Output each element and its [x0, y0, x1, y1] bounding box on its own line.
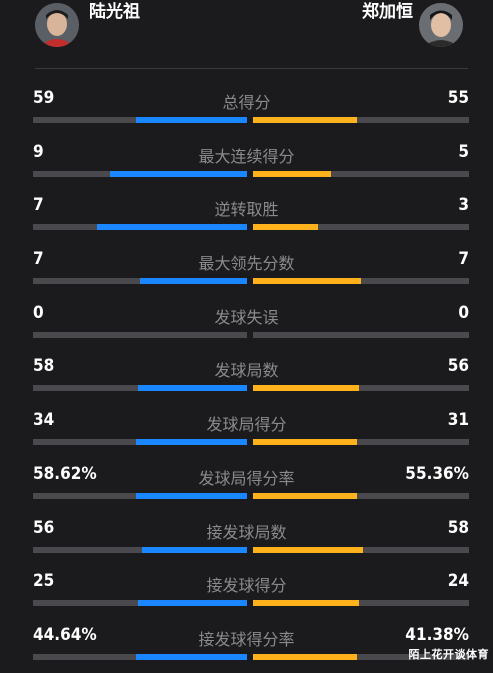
- stat-left-bar: [33, 117, 247, 123]
- stat-label: 接发球局数: [206, 522, 287, 542]
- stat-left-bar-fill: [140, 278, 247, 285]
- stat-right-value: 55: [447, 88, 469, 108]
- stat-left-bar: [33, 170, 247, 177]
- stat-left-bar-fill: [137, 385, 247, 392]
- stat-right-value: 24: [447, 571, 469, 592]
- stat-left-bar: [33, 385, 247, 392]
- stat-right-value: 41.38%: [405, 624, 469, 645]
- header-divider: [35, 68, 468, 69]
- stat-left-value: 59: [33, 88, 55, 108]
- stat-right-bar: [253, 331, 469, 338]
- watermark: 陌上花开谈体育: [408, 648, 489, 661]
- player-right-name: 郑加恒: [362, 2, 413, 22]
- stat-row: 58.62% 发球局得分率 55.36%: [0, 458, 493, 512]
- stat-left-bar-fill: [97, 224, 247, 231]
- stat-right-bar-fill: [253, 278, 361, 285]
- stat-label: 发球失误: [214, 307, 279, 327]
- stat-label: 接发球得分: [206, 576, 287, 596]
- stat-left-bar: [33, 546, 247, 553]
- stat-right-value: 58: [447, 517, 469, 538]
- stat-left-bar: [33, 224, 247, 231]
- stat-left-bar: [33, 439, 247, 446]
- stat-right-bar: [253, 278, 469, 285]
- player-left-avatar[interactable]: [35, 3, 79, 47]
- player-left-photo: [35, 3, 79, 47]
- stat-row: 0 发球失误 0: [0, 297, 493, 351]
- player-left-name: 陆光祖: [89, 2, 140, 22]
- stat-left-value: 0: [33, 302, 44, 323]
- stat-left-bar: [33, 600, 247, 607]
- stat-right-bar: [253, 385, 469, 392]
- stat-left-bar: [33, 331, 247, 338]
- stat-row: 56 接发球局数 58: [0, 512, 493, 566]
- stat-label: 发球局得分: [206, 415, 287, 435]
- stat-left-value: 7: [33, 249, 44, 270]
- stat-right-value: 7: [458, 249, 469, 270]
- stat-left-value: 56: [33, 517, 55, 538]
- stat-left-value: 9: [33, 141, 44, 162]
- stat-label: 发球局得分率: [198, 468, 295, 488]
- stat-left-bar: [33, 492, 247, 499]
- stat-right-bar: [253, 170, 469, 177]
- stat-right-bar: [253, 600, 469, 607]
- stat-row: 44.64% 接发球得分率 41.38%: [0, 619, 493, 673]
- stat-left-value: 58.62%: [33, 463, 97, 484]
- stat-label: 逆转取胜: [214, 200, 279, 220]
- stats-list: 59 总得分 55 9 最大连续得分 5 7 逆转取胜 3 7 最大领先分数 7 0 发球失误 0 58 发球局…: [0, 82, 493, 673]
- stat-right-bar: [253, 224, 469, 231]
- stat-row: 58 发球局数 56: [0, 350, 493, 404]
- stat-row: 59 总得分 55: [0, 82, 493, 136]
- stat-left-bar-fill: [135, 492, 247, 499]
- stat-right-value: 0: [458, 302, 469, 323]
- stat-right-bar-fill: [253, 117, 357, 123]
- stat-label: 最大连续得分: [198, 146, 295, 166]
- stat-left-bar-fill: [135, 653, 247, 660]
- stat-row: 7 最大领先分数 7: [0, 243, 493, 297]
- stat-right-bar-fill: [253, 653, 357, 660]
- stat-right-bar: [253, 439, 469, 446]
- stat-right-value: 31: [447, 410, 469, 431]
- stat-right-value: 3: [458, 195, 469, 216]
- stat-right-value: 55.36%: [405, 463, 469, 484]
- stat-right-bar-fill: [253, 492, 357, 499]
- stat-left-bar-fill: [137, 600, 247, 607]
- stat-left-value: 58: [33, 356, 55, 377]
- stat-right-bar: [253, 546, 469, 553]
- stat-left-bar: [33, 653, 247, 660]
- stat-right-bar-fill: [253, 224, 318, 231]
- stat-label: 接发球得分率: [198, 629, 295, 649]
- stat-left-bar-fill: [135, 117, 247, 123]
- stat-row: 7 逆转取胜 3: [0, 189, 493, 243]
- player-right-avatar[interactable]: [419, 3, 463, 47]
- stat-left-bar: [33, 278, 247, 285]
- stat-left-value: 34: [33, 410, 55, 431]
- stat-right-bar: [253, 117, 469, 123]
- stat-right-value: 56: [447, 356, 469, 377]
- stat-left-bar-fill: [142, 546, 247, 553]
- stat-right-bar-fill: [253, 385, 359, 392]
- match-header: 陆光祖 郑加恒: [0, 0, 493, 70]
- stat-right-bar: [253, 492, 469, 499]
- stat-left-value: 25: [33, 571, 55, 592]
- stat-right-bar: [253, 653, 469, 660]
- stat-label: 最大领先分数: [198, 254, 295, 274]
- stat-right-bar-fill: [253, 439, 357, 446]
- stat-right-bar-fill: [253, 170, 331, 177]
- stat-row: 9 最大连续得分 5: [0, 136, 493, 190]
- stat-label: 总得分: [222, 93, 271, 112]
- stat-left-bar-fill: [110, 170, 247, 177]
- stat-row: 25 接发球得分 24: [0, 565, 493, 619]
- stat-right-bar-fill: [253, 546, 364, 553]
- stat-right-bar-fill: [253, 600, 359, 607]
- player-right-photo: [419, 3, 463, 47]
- stat-right-value: 5: [458, 141, 469, 162]
- stat-left-value: 44.64%: [33, 624, 97, 645]
- stat-left-bar-fill: [135, 439, 247, 446]
- stat-label: 发球局数: [214, 361, 279, 381]
- stat-row: 34 发球局得分 31: [0, 404, 493, 458]
- stat-left-value: 7: [33, 195, 44, 216]
